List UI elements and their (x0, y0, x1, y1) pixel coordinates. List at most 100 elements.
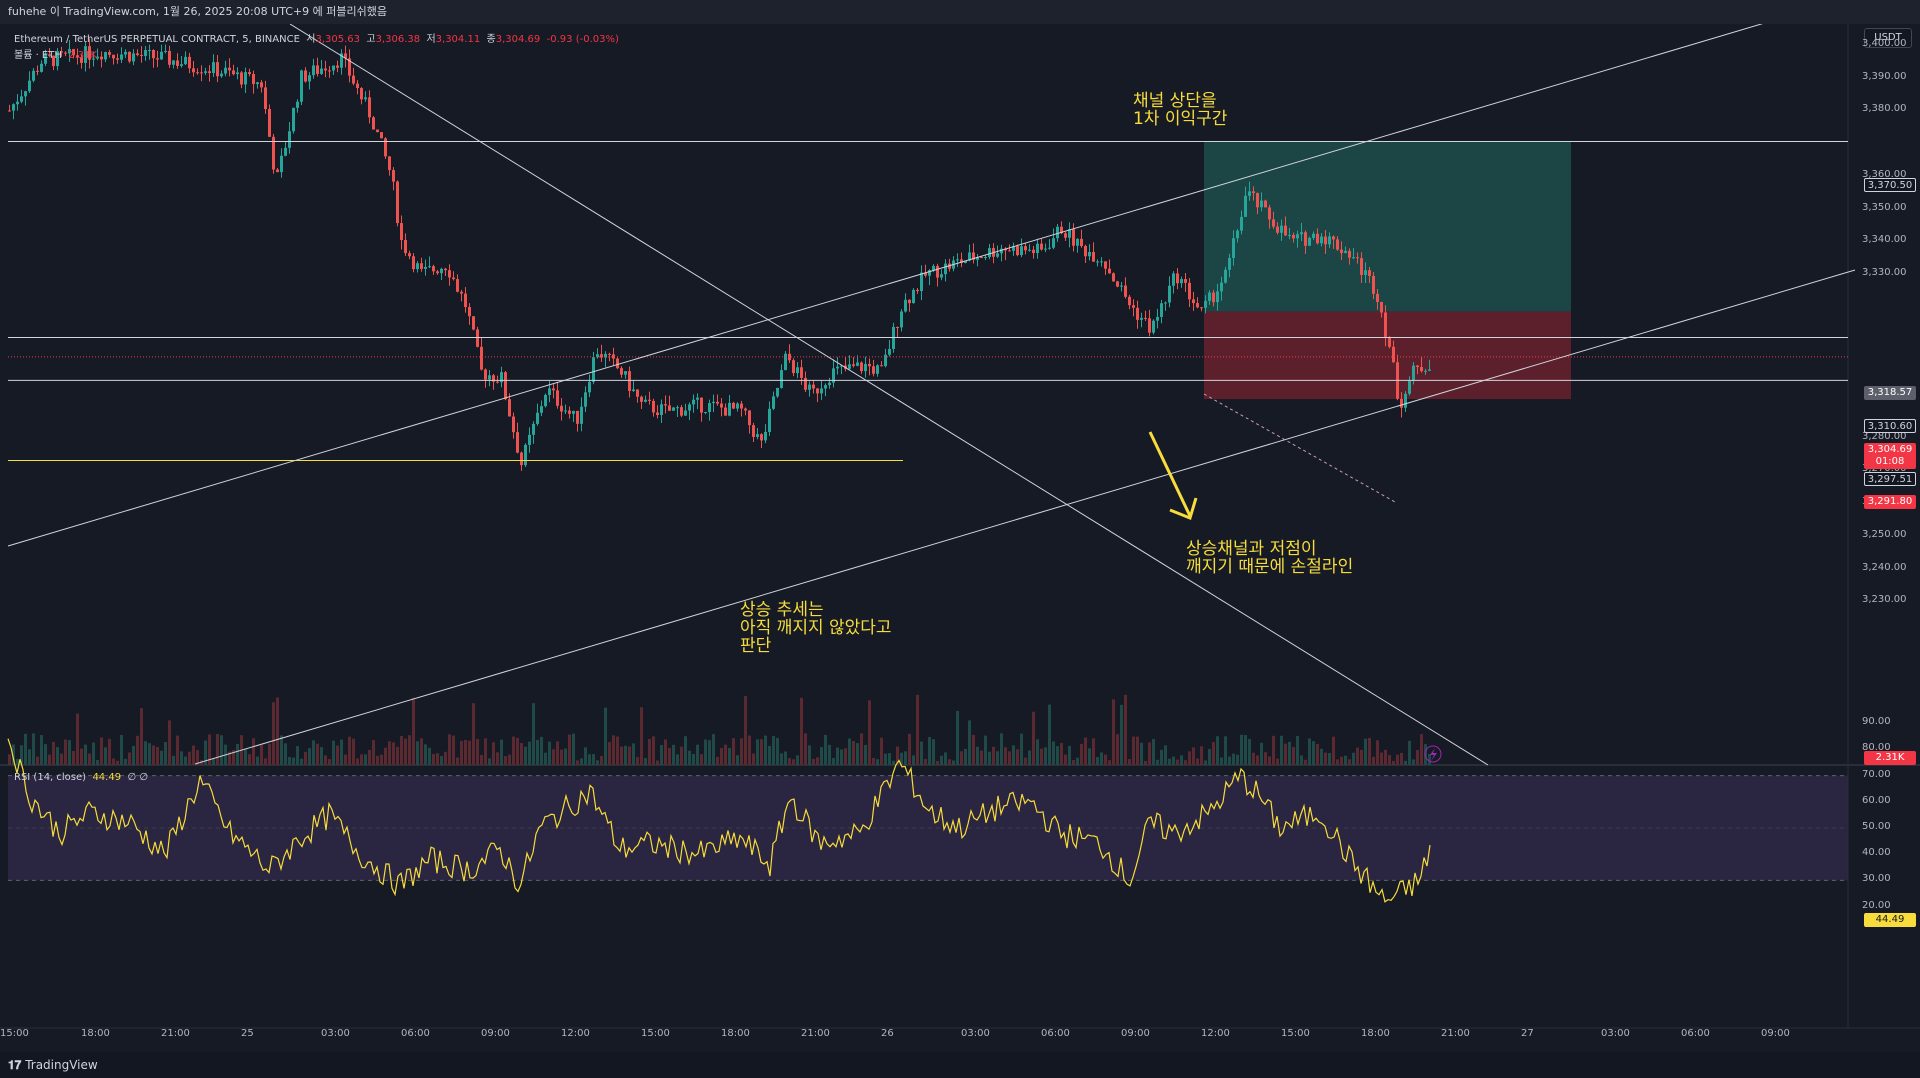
candle-body (264, 87, 267, 110)
candle-body (728, 402, 731, 416)
volume-bar (820, 747, 823, 765)
candle-body (1208, 292, 1211, 301)
candle-body (152, 49, 155, 59)
volume-bar (160, 750, 163, 765)
publish-info-bar: fuhehe 이 TradingView.com, 1월 26, 2025 20… (0, 0, 1920, 24)
loss-zone (1204, 311, 1571, 400)
volume-bar (324, 755, 327, 765)
candle-body (1304, 232, 1307, 246)
volume-label[interactable]: 볼륨 · ETH (14, 50, 62, 61)
volume-bar (304, 751, 307, 765)
volume-bar (200, 760, 203, 765)
volume-bar (396, 746, 399, 765)
candle-body (312, 65, 315, 76)
volume-bar (1352, 752, 1355, 765)
volume-bar (380, 754, 383, 765)
candle-body (1224, 269, 1227, 283)
candle-body (1308, 237, 1311, 246)
volume-bar (188, 751, 191, 765)
candle-body (320, 68, 323, 74)
candle-body (492, 375, 495, 382)
candle-body (1120, 285, 1123, 287)
volume-bar (1188, 751, 1191, 765)
candle-body (672, 407, 675, 411)
candle-body (348, 58, 351, 76)
candle-body (764, 431, 767, 441)
volume-bar (424, 744, 427, 765)
volume-bar (1220, 757, 1223, 765)
volume-bar (1356, 747, 1359, 765)
candle-body (1016, 246, 1019, 256)
stop-diagonal-dashed (1203, 393, 1396, 503)
candle-body (1252, 191, 1255, 194)
chart-canvas[interactable] (0, 24, 1920, 1052)
symbol-name[interactable]: Ethereum / TetherUS PERPETUAL CONTRACT, … (14, 34, 300, 45)
rsi-label[interactable]: RSI (14, close) (14, 772, 87, 783)
volume-bar (1080, 743, 1083, 765)
candle-body (1020, 246, 1023, 256)
volume-bar (1112, 699, 1115, 765)
volume-bar (276, 697, 279, 765)
volume-bar (712, 734, 715, 765)
candle-body (1152, 320, 1155, 333)
candle-body (256, 82, 259, 85)
volume-bar (940, 755, 943, 765)
candle-body (484, 369, 487, 380)
candle-body (900, 311, 903, 328)
tradingview-logo-icon[interactable]: 𝟏𝟕 (8, 1058, 22, 1072)
volume-bar (1300, 755, 1303, 765)
candle-body (1260, 200, 1263, 208)
brand-name[interactable]: TradingView (25, 1058, 98, 1072)
annotation-stop-loss[interactable]: 상승채널과 저점이 깨지기 때문에 손절라인 (1186, 539, 1354, 577)
volume-bar (296, 746, 299, 765)
volume-bar (1072, 759, 1075, 765)
volume-bar (740, 738, 743, 765)
volume-bar (644, 758, 647, 765)
candle-body (608, 353, 611, 355)
candle-body (592, 357, 595, 382)
candle-body (1116, 281, 1119, 287)
volume-bar (784, 751, 787, 765)
volume-bar (960, 751, 963, 765)
candle-body (1248, 191, 1251, 196)
candle-body (1108, 268, 1111, 274)
volume-bar (920, 741, 923, 765)
candle-body (1236, 230, 1239, 239)
price-tick: 3,360.00 (1862, 168, 1907, 180)
high-label: 고 (366, 34, 376, 45)
volume-bar (8, 754, 11, 765)
time-tick: 15:00 (0, 1028, 29, 1039)
candle-body (1068, 229, 1071, 238)
lightning-icon[interactable] (1424, 745, 1442, 763)
candle-body (452, 277, 455, 280)
volume-bar (52, 741, 55, 765)
candle-body (1296, 234, 1299, 239)
currency-button[interactable]: USDT (1864, 28, 1912, 48)
candle-body (272, 136, 275, 170)
candle-body (468, 307, 471, 317)
volume-bar (392, 742, 395, 765)
candle-body (1212, 292, 1215, 303)
price-tick: 3,390.00 (1862, 70, 1907, 82)
candle-body (84, 46, 87, 63)
volume-bar (1368, 737, 1371, 765)
annotation-take-profit[interactable]: 채널 상단을 1차 이익구간 (1133, 91, 1228, 129)
volume-bar (1360, 749, 1363, 765)
volume-bar (496, 752, 499, 765)
candle-body (980, 257, 983, 259)
candle-body (1420, 367, 1423, 372)
volume-bar (288, 756, 291, 765)
annotation-trend-note[interactable]: 상승 추세는 아직 깨지지 않았다고 판단 (740, 600, 892, 656)
volume-bar (1108, 760, 1111, 765)
volume-bar (1252, 752, 1255, 765)
volume-bar (512, 736, 515, 765)
time-tick: 25 (241, 1028, 254, 1039)
candle-body (752, 425, 755, 437)
volume-bar (124, 758, 127, 765)
volume-bar (1384, 749, 1387, 765)
volume-bar (1192, 747, 1195, 765)
volume-bar (384, 747, 387, 765)
candle-body (580, 406, 583, 424)
volume-bar (1172, 756, 1175, 765)
time-tick: 09:00 (1121, 1028, 1150, 1039)
